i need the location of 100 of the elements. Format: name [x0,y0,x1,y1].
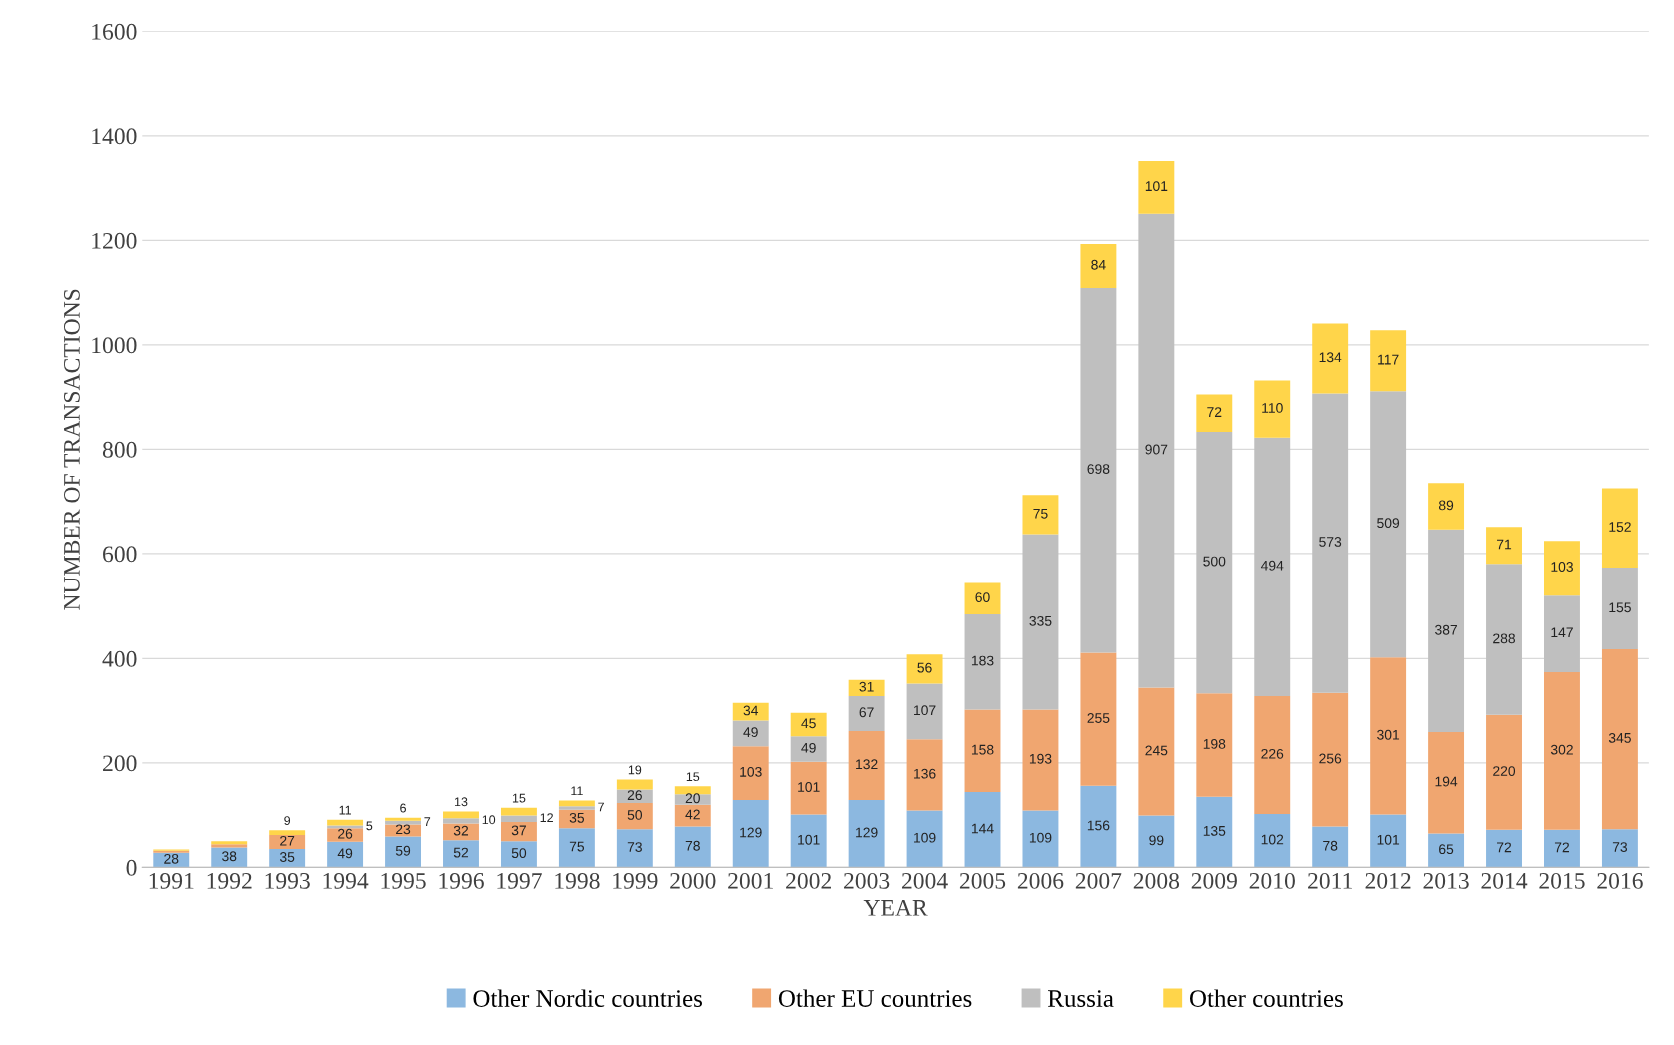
bar [1312,826,1349,868]
data-label: 72 [1554,842,1569,853]
data-label: 10 [482,815,496,825]
y-axis-title: NUMBER OF TRANSACTIONS [63,289,80,610]
x-tick-label: 1992 [207,872,252,889]
x-tick-label: 2014 [1481,872,1528,889]
data-label: 103 [740,766,762,777]
data-label: 11 [571,786,583,796]
bar [1486,564,1522,715]
data-label: 144 [971,823,994,834]
x-tick-label: 2007 [1075,872,1122,889]
bar [1428,833,1465,868]
data-label: 73 [1612,842,1628,853]
bar [616,789,653,804]
data-label: 32 [453,825,469,836]
data-label: 52 [453,847,469,858]
bar [1080,244,1117,288]
data-label: 509 [1377,518,1400,529]
data-label: 132 [856,759,878,770]
bar [1138,213,1175,688]
bar [500,841,537,868]
x-tick-label: 1996 [439,872,484,889]
bar [790,736,827,762]
data-label: 65 [1439,844,1454,855]
x-tick-label: 2012 [1365,872,1411,889]
bar [269,834,306,850]
data-label: 109 [914,832,936,843]
data-label: 156 [1087,820,1110,831]
data-label: 26 [338,828,353,839]
bar [732,720,769,747]
data-label: 102 [1261,834,1284,845]
bar [385,824,422,837]
bar [1080,287,1117,653]
data-label: 109 [1029,832,1052,843]
data-label: 7 [598,802,604,812]
bar [1601,567,1638,649]
data-label: 45 [801,718,816,729]
bar [964,792,1001,868]
data-label: 103 [1551,562,1573,572]
bar [1428,483,1465,530]
x-tick-label: 1999 [613,872,658,889]
data-label: 35 [569,812,585,823]
bar [732,702,769,721]
bar [790,761,827,815]
bar [674,794,711,805]
bar [327,819,364,826]
bar [1312,323,1349,394]
y-tick-label: 1600 [92,23,137,40]
bar [1022,534,1059,710]
bar [1254,814,1291,868]
data-label: 5 [366,821,373,831]
bar [848,695,885,731]
legend-label: Russia [1048,990,1114,1007]
data-label: 117 [1378,354,1399,365]
bar [1196,796,1233,868]
data-label: 134 [1319,352,1342,363]
bar [848,730,885,800]
bar [1312,393,1349,693]
bar [1486,829,1522,868]
bar [443,818,479,824]
data-label: 49 [801,742,816,753]
data-label: 193 [1029,753,1052,764]
y-tick-label: 0 [126,859,137,876]
bar [616,829,653,868]
data-label: 56 [917,662,932,673]
bar [1370,814,1407,868]
data-label: 255 [1087,713,1110,723]
data-label: 500 [1203,556,1226,567]
bar [790,814,827,868]
x-tick-label: 2016 [1597,872,1643,889]
bar [1486,714,1522,830]
bar [1196,394,1233,433]
data-label: 67 [859,707,874,718]
bar [269,830,306,835]
data-label: 698 [1087,464,1110,474]
data-label: 89 [1438,500,1454,511]
bar [385,836,422,868]
data-label: 101 [1377,834,1400,845]
data-label: 50 [627,810,643,820]
data-label: 110 [1262,403,1283,413]
data-label: 28 [164,853,179,864]
data-label: 38 [222,851,237,862]
legend-label: Other countries [1189,989,1343,1007]
bar [906,683,943,740]
x-tick-label: 2003 [844,872,890,889]
data-label: 72 [1207,407,1222,417]
bar [1196,432,1233,694]
bar [1022,810,1059,868]
data-label: 20 [685,793,700,804]
x-tick-label: 2011 [1308,872,1352,889]
data-label: 27 [280,835,295,846]
y-tick-label: 200 [103,755,137,772]
data-label: 34 [743,705,759,716]
data-label: 35 [279,852,295,862]
data-label: 13 [455,797,468,807]
bar [211,847,248,868]
data-label: 49 [743,727,758,738]
data-label: 78 [685,840,700,851]
bar [1486,527,1522,565]
data-label: 907 [1145,444,1168,455]
